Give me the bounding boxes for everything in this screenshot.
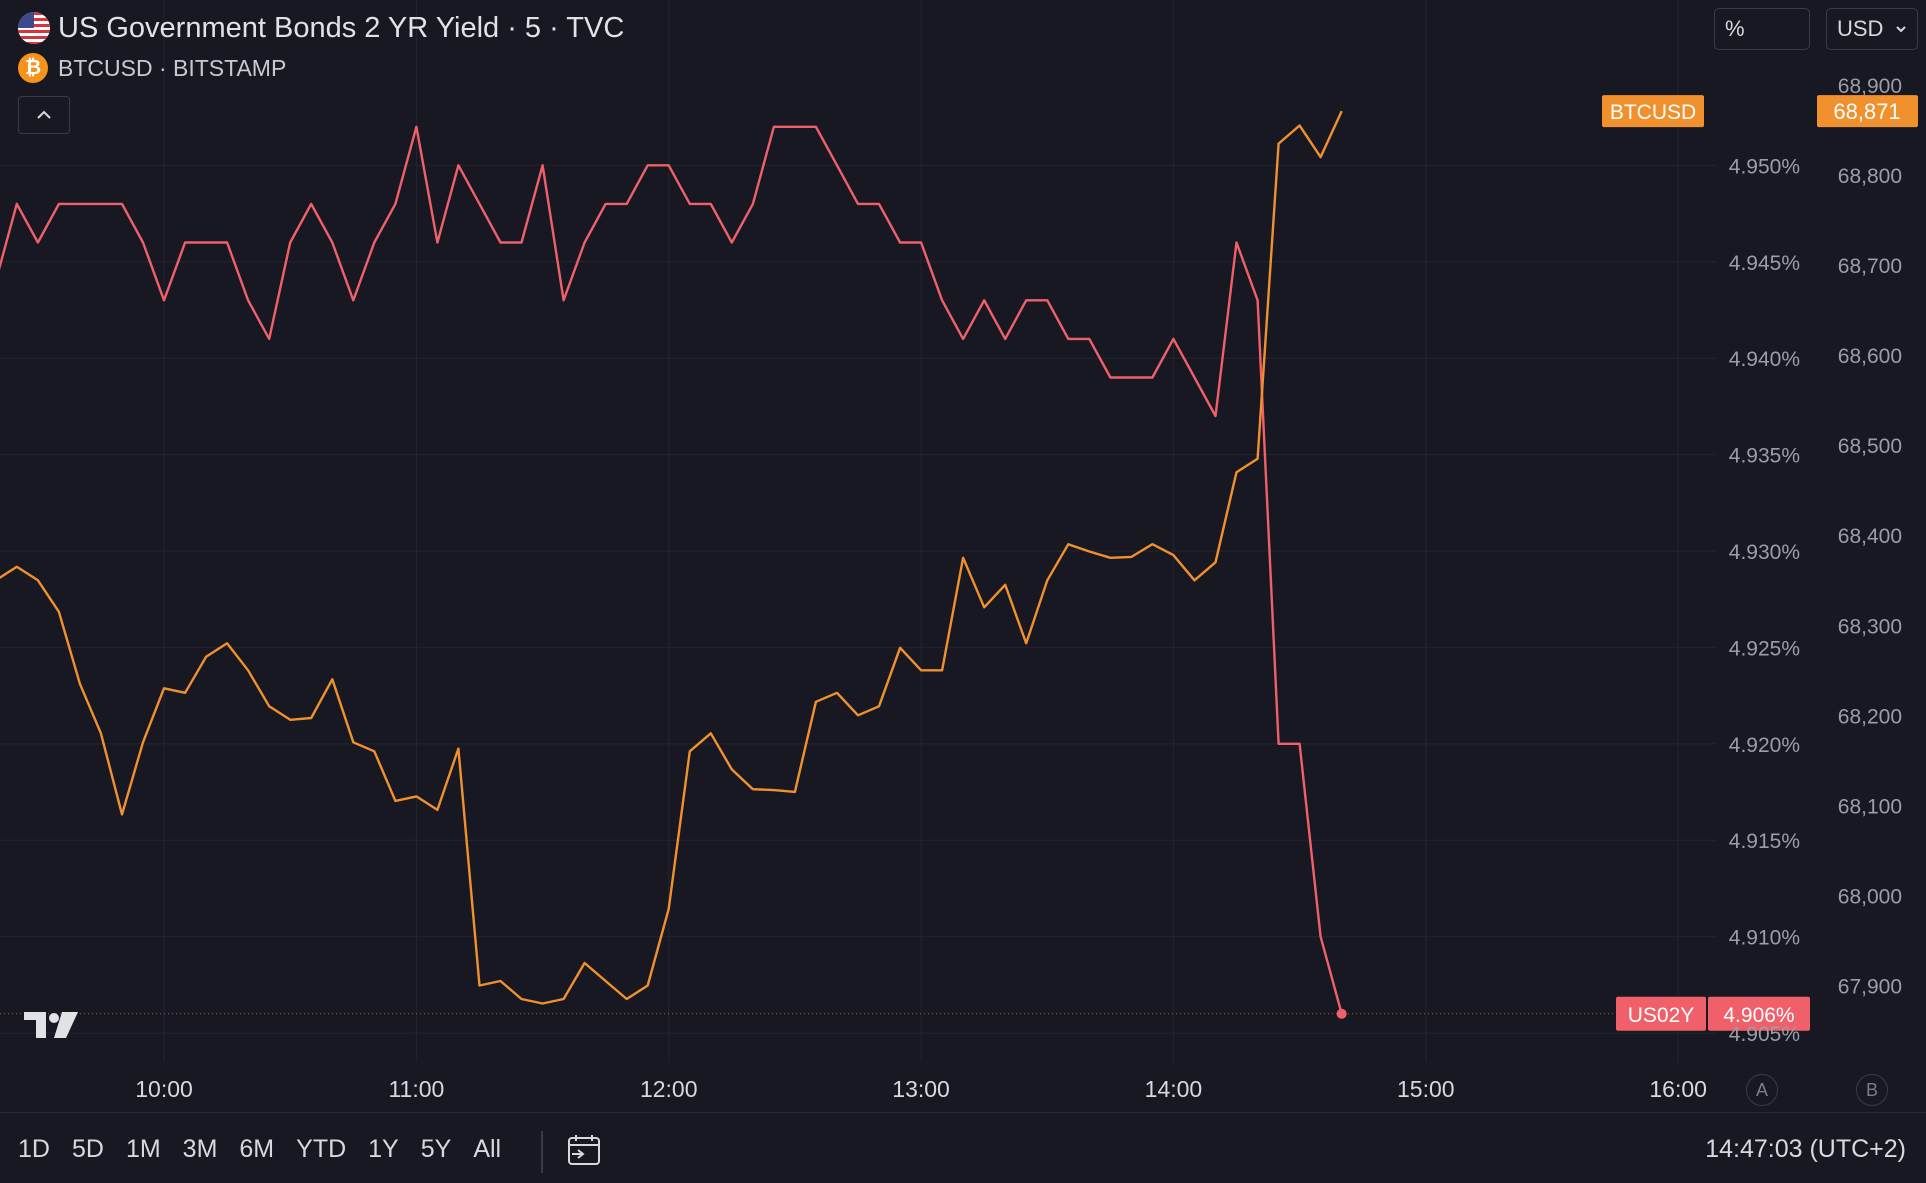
go-to-date-button[interactable] <box>566 1133 602 1172</box>
left-axis-tick-label: 4.940% <box>1729 348 1800 371</box>
symbol-tag-bg <box>1602 95 1704 128</box>
left-axis-tick-label: 4.945% <box>1729 252 1800 275</box>
range-1y[interactable]: 1Y <box>368 1135 399 1163</box>
range-1m[interactable]: 1M <box>125 1135 161 1163</box>
x-tick-label: 13:00 <box>892 1076 950 1102</box>
right-axis-tick-label: 68,900 <box>1838 75 1902 98</box>
grid-lines <box>0 0 1716 1062</box>
chart-legend: US Government Bonds 2 YR Yield · 5 · TVC… <box>18 10 624 86</box>
clock-display: 14:47:03 (UTC+2) <box>1705 1135 1906 1163</box>
right-axis-tick-label: 68,100 <box>1838 795 1902 818</box>
symbol-tag-label: BTCUSD <box>1610 101 1696 124</box>
main-series-title: US Government Bonds 2 YR Yield · 5 · TVC <box>58 11 625 44</box>
left-axis-tick-label: 4.910% <box>1729 927 1800 950</box>
left-axis-tick-label: 4.930% <box>1729 541 1800 564</box>
main-series-legend[interactable]: US Government Bonds 2 YR Yield · 5 · TVC <box>18 10 624 46</box>
x-tick-label: 10:00 <box>135 1076 193 1102</box>
scale-a-label: A <box>1755 1079 1768 1100</box>
logo-slash <box>54 1012 78 1038</box>
right-axis-tick-label: 68,700 <box>1838 255 1902 278</box>
x-tick-label: 11:00 <box>388 1076 444 1102</box>
range-ytd[interactable]: YTD <box>296 1135 347 1163</box>
logo-dot <box>49 1013 59 1023</box>
series-layer <box>0 110 1343 1015</box>
toolbar-divider <box>541 1131 543 1173</box>
tradingview-logo <box>24 1012 78 1038</box>
compare-series-title: BTCUSD · BITSTAMP <box>58 54 287 81</box>
chart-canvas[interactable]: US02Y 4.906%BTCUSD 68,871 10:00 11:00 12:00 1… <box>0 0 1926 1112</box>
collapse-legend-button[interactable] <box>18 96 70 134</box>
left-axis-tick-label: 4.935% <box>1729 445 1800 468</box>
left-axis-tick-label: 4.915% <box>1729 830 1800 853</box>
series-line-us02y <box>0 125 1343 1015</box>
axis-layer: 10:00 11:00 12:00 13:00 14:00 15:00 16:00 4.950… <box>24 75 1902 1102</box>
x-tick-label: 16:00 <box>1649 1076 1707 1102</box>
right-axis-tick-label: 68,800 <box>1838 165 1902 188</box>
right-axis-tick-label: 68,200 <box>1838 705 1902 728</box>
marker-layer: US02Y 4.906% BTCUSD 68,871 <box>0 95 1918 1031</box>
symbol-tag-bg <box>1616 996 1706 1031</box>
us-flag-icon <box>18 12 50 44</box>
right-axis-tick-label: 68,400 <box>1838 525 1902 548</box>
range-1d[interactable]: 1D <box>18 1135 50 1163</box>
currency-select[interactable]: USD <box>1826 8 1918 50</box>
last-value-label: 68,871 <box>1833 99 1900 124</box>
chevron-down-icon <box>1896 26 1906 33</box>
x-tick-label: 14:00 <box>1145 1076 1203 1102</box>
bitcoin-icon: ₿ <box>18 53 48 83</box>
scale-a-button[interactable]: A <box>1746 1074 1778 1106</box>
left-axis-tick-label: 4.920% <box>1729 734 1800 757</box>
scale-b-label: B <box>1865 1079 1878 1100</box>
range-5d[interactable]: 5D <box>71 1135 104 1163</box>
currency-label: USD <box>1837 16 1884 41</box>
right-axis-tick-label: 68,000 <box>1838 885 1902 908</box>
last-value-tag-bg <box>1817 95 1918 128</box>
time-range-selector: 1D 5D 1M 3M 6M YTD 1Y 5Y All <box>18 1135 523 1164</box>
percent-mode-button[interactable]: % <box>1714 8 1810 50</box>
last-point-marker <box>1336 1008 1347 1019</box>
series-line-btcusd <box>0 110 1343 1005</box>
range-all[interactable]: All <box>473 1135 502 1163</box>
range-6m[interactable]: 6M <box>239 1135 275 1163</box>
left-axis-tick-label: 4.950% <box>1729 155 1800 178</box>
right-axis-tick-label: 67,900 <box>1838 975 1902 998</box>
logo-shape <box>24 1012 46 1038</box>
range-5y[interactable]: 5Y <box>420 1135 452 1163</box>
last-value-tag-bg <box>1708 996 1810 1031</box>
left-axis-tick-label: 4.925% <box>1729 637 1800 660</box>
bottom-toolbar: 1D 5D 1M 3M 6M YTD 1Y 5Y All 14:47:03 (U… <box>0 1112 1926 1183</box>
symbol-tag-label: US02Y <box>1628 1004 1695 1027</box>
chevron-up-icon <box>37 110 51 119</box>
right-axis-tick-label: 68,500 <box>1838 435 1902 458</box>
scale-b-button[interactable]: B <box>1856 1074 1888 1106</box>
x-tick-label: 15:00 <box>1397 1076 1455 1102</box>
percent-label: % <box>1725 16 1745 41</box>
x-tick-label: 12:00 <box>640 1076 698 1102</box>
last-value-label: 4.906% <box>1723 1004 1794 1027</box>
compare-series-legend[interactable]: ₿ BTCUSD · BITSTAMP <box>18 50 624 86</box>
right-axis-tick-label: 68,600 <box>1838 345 1902 368</box>
right-axis-tick-label: 68,300 <box>1838 615 1902 638</box>
calendar-goto-icon <box>568 1135 600 1165</box>
range-3m[interactable]: 3M <box>182 1135 218 1163</box>
left-axis-tick-label: 4.905% <box>1729 1023 1800 1046</box>
